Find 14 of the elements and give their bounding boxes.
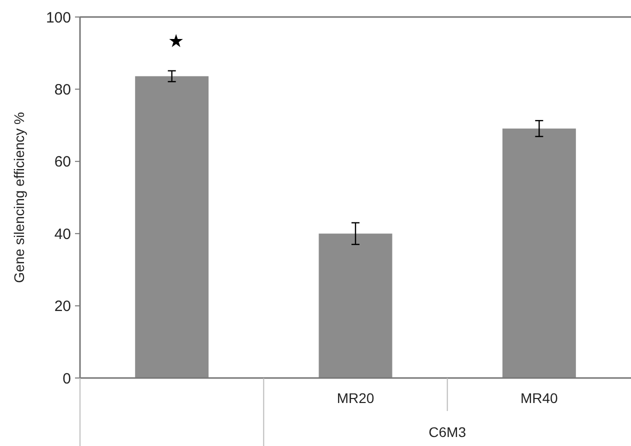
y-tick-label: 60 xyxy=(54,154,71,171)
annotation: ★ xyxy=(168,31,184,52)
bar xyxy=(502,128,576,378)
y-tick-label: 100 xyxy=(46,9,71,26)
bar xyxy=(135,76,209,378)
x-tick-label: MR20 xyxy=(336,390,374,406)
x-tick-label: MR40 xyxy=(520,390,558,406)
text: C6M3 xyxy=(428,424,466,440)
y-tick-label: 80 xyxy=(54,81,71,98)
bar xyxy=(318,234,392,378)
y-axis-title: Gene silencing efficiency % xyxy=(11,112,27,283)
y-tick-label: 20 xyxy=(54,298,71,316)
y-tick-label: 0 xyxy=(62,370,71,388)
y-tick-label: 40 xyxy=(54,226,71,243)
